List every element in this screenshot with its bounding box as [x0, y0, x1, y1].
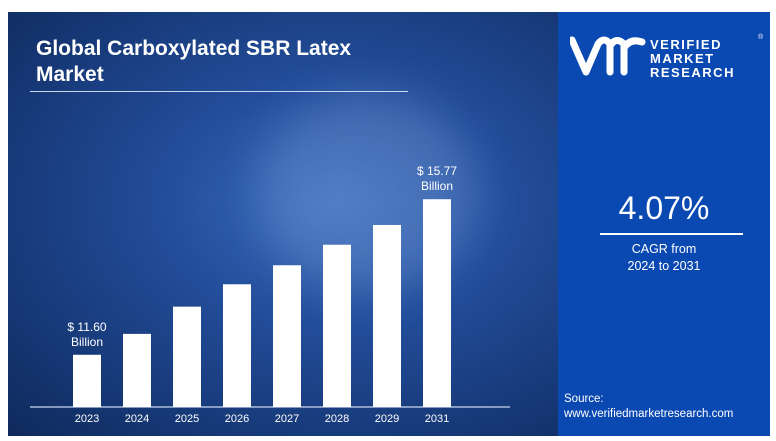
bar-2029: [373, 224, 401, 407]
source: Source: www.verifiedmarketresearch.com: [564, 392, 733, 422]
x-tick-label: 2023: [75, 413, 99, 425]
bar-2024: [123, 333, 151, 407]
bar-2027: [273, 265, 301, 407]
cagr-value: 4.07%: [618, 190, 710, 226]
bar-2026: [223, 284, 251, 407]
vmr-logo: VERIFIED MARKET RESEARCH ®: [570, 32, 770, 92]
source-url[interactable]: www.verifiedmarketresearch.com: [564, 408, 734, 420]
bar-2031: [423, 199, 451, 407]
cagr-label-line-2: 2024 to 2031: [627, 259, 701, 273]
registered-mark: ®: [758, 34, 764, 41]
bar-2025: [173, 306, 201, 407]
x-tick-label: 2028: [325, 413, 349, 425]
data-label-unit: Billion: [71, 335, 103, 349]
title-line-2: Market: [36, 63, 104, 86]
bar-2023: [73, 354, 101, 407]
x-tick-label: 2031: [425, 413, 449, 425]
logo-line-1: VERIFIED: [650, 37, 722, 52]
data-label: $ 15.77: [417, 164, 457, 178]
chart-panel: Global Carboxylated SBR Latex Market 202…: [8, 12, 558, 436]
logo-line-2: MARKET: [650, 51, 715, 66]
cagr-label: CAGR from 2024 to 2031: [558, 241, 770, 275]
logo-text: VERIFIED MARKET RESEARCH: [650, 38, 735, 80]
chart-title: Global Carboxylated SBR Latex Market: [36, 36, 436, 88]
data-label-unit: Billion: [421, 179, 453, 193]
vmr-logo-mark-icon: [570, 36, 646, 76]
cagr-divider: [600, 233, 743, 235]
data-label: $ 11.60: [67, 320, 106, 334]
x-tick-label: 2025: [175, 413, 199, 425]
x-tick-label: 2027: [275, 413, 299, 425]
title-line-1: Global Carboxylated SBR Latex: [36, 37, 352, 60]
x-tick-label: 2029: [375, 413, 399, 425]
x-tick-label: 2024: [125, 413, 149, 425]
title-divider: [30, 91, 408, 92]
bar-chart: 2023 2024 2025 2026 2027 2028 2029 2031$ 11.60B…: [30, 164, 510, 425]
cagr-label-line-1: CAGR from: [631, 242, 697, 256]
bar-2028: [323, 244, 351, 407]
info-panel: VERIFIED MARKET RESEARCH ® 4.07% CAGR fr…: [558, 12, 770, 436]
x-tick-label: 2026: [225, 413, 249, 425]
source-label: Source:: [564, 393, 604, 405]
logo-line-3: RESEARCH: [650, 65, 735, 80]
